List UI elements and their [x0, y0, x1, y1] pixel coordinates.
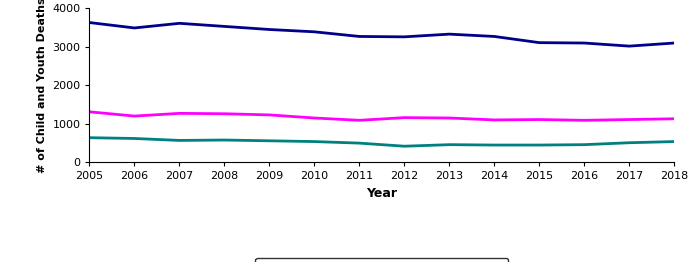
Canada: [625, 45, 634, 48]
Coroner: [175, 139, 184, 142]
Coroner: [625, 141, 634, 144]
Canada: [670, 41, 678, 45]
Ontario: [355, 119, 363, 122]
Ontario: [580, 119, 588, 122]
Ontario: [130, 114, 138, 118]
Coroner: [130, 137, 138, 140]
Canada: [490, 35, 498, 38]
Canada: [400, 35, 409, 39]
Coroner: [490, 144, 498, 147]
Legend: Canada, Ontario, Coroner: Canada, Ontario, Coroner: [255, 258, 508, 262]
Canada: [355, 35, 363, 38]
Ontario: [535, 118, 544, 121]
Ontario: [310, 116, 319, 119]
Coroner: [445, 143, 453, 146]
Canada: [175, 22, 184, 25]
Canada: [85, 21, 94, 24]
Canada: [266, 28, 274, 31]
Line: Ontario: Ontario: [89, 112, 674, 120]
Coroner: [580, 143, 588, 146]
Coroner: [220, 138, 228, 141]
Coroner: [535, 144, 544, 147]
Coroner: [85, 136, 94, 139]
Y-axis label: # of Child and Youth Deaths: # of Child and Youth Deaths: [36, 0, 47, 173]
Canada: [310, 30, 319, 33]
Canada: [130, 26, 138, 30]
Coroner: [400, 145, 409, 148]
Canada: [220, 25, 228, 28]
Coroner: [355, 141, 363, 145]
Ontario: [220, 112, 228, 115]
Ontario: [445, 116, 453, 119]
Ontario: [670, 117, 678, 120]
Ontario: [266, 113, 274, 117]
Ontario: [625, 118, 634, 121]
Ontario: [85, 110, 94, 113]
Coroner: [310, 140, 319, 143]
Line: Coroner: Coroner: [89, 138, 674, 146]
Ontario: [400, 116, 409, 119]
Coroner: [670, 140, 678, 143]
Coroner: [266, 139, 274, 142]
Canada: [580, 41, 588, 45]
X-axis label: Year: Year: [366, 187, 398, 200]
Canada: [535, 41, 544, 44]
Line: Canada: Canada: [89, 23, 674, 46]
Canada: [445, 32, 453, 36]
Ontario: [175, 112, 184, 115]
Ontario: [490, 118, 498, 122]
